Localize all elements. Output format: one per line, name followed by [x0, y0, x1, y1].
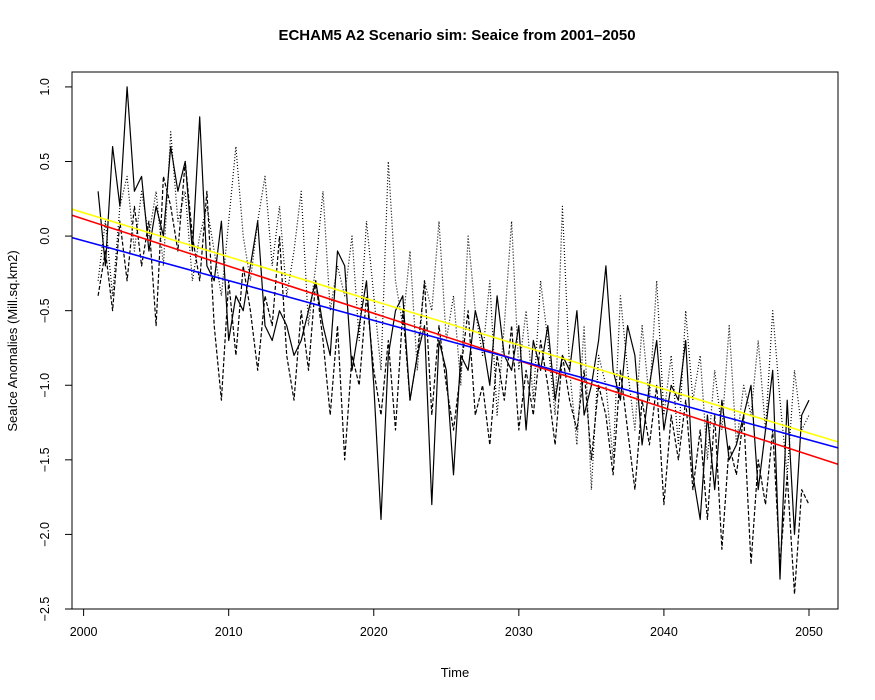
- y-tick-label: 0.5: [38, 153, 52, 170]
- plot-frame: [71, 71, 839, 610]
- y-tick-label: −0.5: [38, 298, 52, 323]
- trend-line: [71, 208, 839, 443]
- series-line-solid: [97, 86, 810, 580]
- x-tick-label: 2020: [360, 625, 388, 639]
- y-axis-label: SeaIce Anomalies (Mill.sq.km2): [5, 250, 20, 431]
- x-tick-label: 2000: [70, 625, 98, 639]
- x-axis-label: Time: [441, 665, 469, 680]
- x-tick-label: 2010: [215, 625, 243, 639]
- series-line-dashed: [97, 160, 810, 595]
- y-tick-label: −1.5: [38, 447, 52, 472]
- trend-line: [71, 236, 839, 449]
- chart-title: ECHAM5 A2 Scenario sim: Seaice from 2001…: [278, 27, 635, 44]
- x-axis: 2000 2010 2020 2030 2040 2050: [70, 609, 823, 639]
- y-tick-label: −2.5: [38, 597, 52, 622]
- y-tick-label: 1.0: [38, 78, 52, 95]
- plot-lines: [71, 86, 839, 595]
- y-tick-label: −1.0: [38, 373, 52, 398]
- y-tick-label: 0.0: [38, 227, 52, 244]
- y-axis: 1.0 0.5 0.0 −0.5 −1.0 −1.5 −2.0 −2.5: [38, 78, 72, 621]
- x-tick-label: 2040: [650, 625, 678, 639]
- x-tick-label: 2030: [505, 625, 533, 639]
- series-line-dotted: [97, 131, 810, 491]
- y-tick-label: −2.0: [38, 522, 52, 547]
- trend-line: [71, 214, 839, 466]
- x-tick-label: 2050: [795, 625, 823, 639]
